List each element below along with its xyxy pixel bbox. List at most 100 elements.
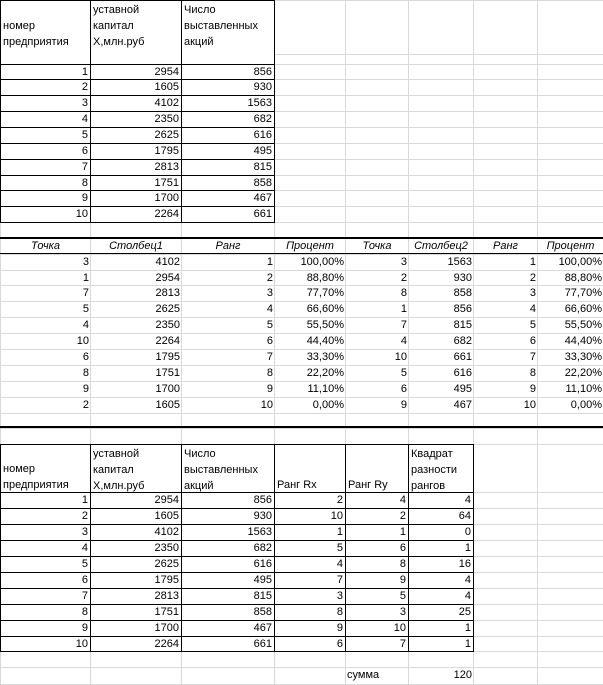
table2-cell[interactable]: 7 (266, 351, 273, 363)
table3-cell[interactable]: 10 (345, 620, 409, 637)
table3-cell[interactable]: 7 (0, 588, 91, 605)
table2-cell[interactable]: 3 (82, 256, 89, 268)
table3-cell[interactable]: 3 (0, 524, 91, 541)
table1-cell[interactable]: 9 (0, 190, 91, 207)
table2-cell[interactable]: 77,70% (306, 287, 344, 299)
table3-cell[interactable]: 616 (181, 556, 275, 573)
table2-cell[interactable]: 3 (266, 287, 273, 299)
table2-cell[interactable]: 9 (82, 383, 89, 395)
table1-cell[interactable]: 815 (181, 159, 275, 176)
table3-cell[interactable]: 1751 (90, 604, 182, 621)
table2-cell[interactable]: 9 (400, 399, 407, 411)
table2-cell[interactable]: 682 (453, 335, 472, 347)
table1-cell[interactable]: 858 (181, 175, 275, 191)
table3-cell[interactable]: 1 (274, 524, 346, 541)
table3-cell[interactable]: 1 (408, 540, 474, 557)
sum-value[interactable]: 120 (453, 669, 472, 681)
table2-header-cell[interactable]: Процент (546, 240, 595, 252)
table2-cell[interactable]: 3 (400, 256, 407, 268)
table3-cell[interactable]: 9 (345, 572, 409, 589)
table2-cell[interactable]: 1605 (155, 399, 180, 411)
table2-cell[interactable]: 55,50% (564, 319, 602, 331)
table3-header-cell[interactable]: Ранг Ry (345, 444, 409, 493)
table1-cell[interactable]: 2813 (90, 159, 182, 176)
table3-cell[interactable]: 661 (181, 636, 275, 652)
table2-cell[interactable]: 661 (453, 351, 472, 363)
table2-cell[interactable]: 33,30% (564, 351, 602, 363)
table2-cell[interactable]: 495 (453, 383, 472, 395)
table2-cell[interactable]: 2 (266, 272, 273, 284)
table2-cell[interactable]: 6 (529, 335, 536, 347)
table2-cell[interactable]: 8 (266, 367, 273, 379)
table2-cell[interactable]: 9 (266, 383, 273, 395)
table1-cell[interactable]: 682 (181, 111, 275, 128)
table2-header-cell[interactable]: Точка (362, 240, 392, 252)
table3-cell[interactable]: 2350 (90, 540, 182, 557)
table3-cell[interactable]: 1 (0, 492, 91, 509)
table3-cell[interactable]: 2954 (90, 492, 182, 509)
table3-cell[interactable]: 4 (0, 540, 91, 557)
table2-cell[interactable]: 815 (453, 319, 472, 331)
table2-cell[interactable]: 33,30% (306, 351, 344, 363)
table3-cell[interactable]: 16 (408, 556, 474, 573)
table1-cell[interactable]: 2954 (90, 64, 182, 80)
table3-cell[interactable]: 64 (408, 508, 474, 525)
table2-cell[interactable]: 100,00% (300, 256, 344, 268)
table1-cell[interactable]: 3 (0, 95, 91, 112)
table2-cell[interactable]: 1563 (447, 256, 472, 268)
table3-cell[interactable]: 2 (345, 508, 409, 525)
table3-cell[interactable]: 8 (345, 556, 409, 573)
table2-cell[interactable]: 88,80% (306, 272, 344, 284)
table1-cell[interactable]: 616 (181, 127, 275, 144)
table3-cell[interactable]: 815 (181, 588, 275, 605)
table1-cell[interactable]: 1795 (90, 143, 182, 160)
table3-cell[interactable]: 2264 (90, 636, 182, 652)
table3-cell[interactable]: 5 (345, 588, 409, 605)
table1-header-cell[interactable]: Число выставленных акций (181, 0, 275, 65)
table3-cell[interactable]: 930 (181, 508, 275, 525)
table3-cell[interactable]: 10 (0, 636, 91, 652)
table2-cell[interactable]: 3 (529, 287, 536, 299)
table3-cell[interactable]: 2 (0, 508, 91, 525)
table3-header-cell[interactable]: Квадрат разности рангов (408, 444, 474, 493)
table2-cell[interactable]: 2 (82, 399, 89, 411)
table1-cell[interactable]: 1 (0, 64, 91, 80)
table2-cell[interactable]: 11,10% (565, 383, 603, 395)
table2-cell[interactable]: 7 (82, 287, 89, 299)
table3-cell[interactable]: 5 (0, 556, 91, 573)
table2-cell[interactable]: 10 (76, 335, 89, 347)
table2-header-cell[interactable]: Столбец2 (414, 240, 468, 252)
table2-cell[interactable]: 4 (82, 319, 89, 331)
table3-cell[interactable]: 5 (274, 540, 346, 557)
table3-cell[interactable]: 4 (408, 572, 474, 589)
table3-cell[interactable]: 1 (345, 524, 409, 541)
table2-cell[interactable]: 66,60% (564, 303, 602, 315)
table3-cell[interactable]: 6 (345, 540, 409, 557)
table3-cell[interactable]: 4 (274, 556, 346, 573)
table2-cell[interactable]: 5 (400, 367, 407, 379)
table3-header-cell[interactable]: уставной капитал X,млн.руб (90, 444, 182, 493)
table3-cell[interactable]: 4 (345, 492, 409, 509)
table1-cell[interactable]: 930 (181, 79, 275, 96)
table2-cell[interactable]: 8 (82, 367, 89, 379)
table2-cell[interactable]: 77,70% (564, 287, 602, 299)
table1-cell[interactable]: 495 (181, 143, 275, 160)
table2-cell[interactable]: 0,00% (570, 399, 602, 411)
table2-cell[interactable]: 1 (400, 303, 407, 315)
table1-cell[interactable]: 4102 (90, 95, 182, 112)
table2-cell[interactable]: 6 (82, 351, 89, 363)
table3-cell[interactable]: 6 (0, 572, 91, 589)
table2-cell[interactable]: 10 (260, 399, 273, 411)
table2-cell[interactable]: 4 (400, 335, 407, 347)
table2-cell[interactable]: 4102 (155, 256, 180, 268)
table3-cell[interactable]: 495 (181, 572, 275, 589)
table3-cell[interactable]: 7 (345, 636, 409, 652)
table2-cell[interactable]: 22,20% (306, 367, 344, 379)
table2-cell[interactable]: 2954 (155, 272, 180, 284)
table2-cell[interactable]: 6 (266, 335, 273, 347)
table3-cell[interactable]: 467 (181, 620, 275, 637)
table2-cell[interactable]: 5 (82, 303, 89, 315)
table2-cell[interactable]: 2350 (155, 319, 180, 331)
table2-cell[interactable]: 1 (529, 256, 536, 268)
